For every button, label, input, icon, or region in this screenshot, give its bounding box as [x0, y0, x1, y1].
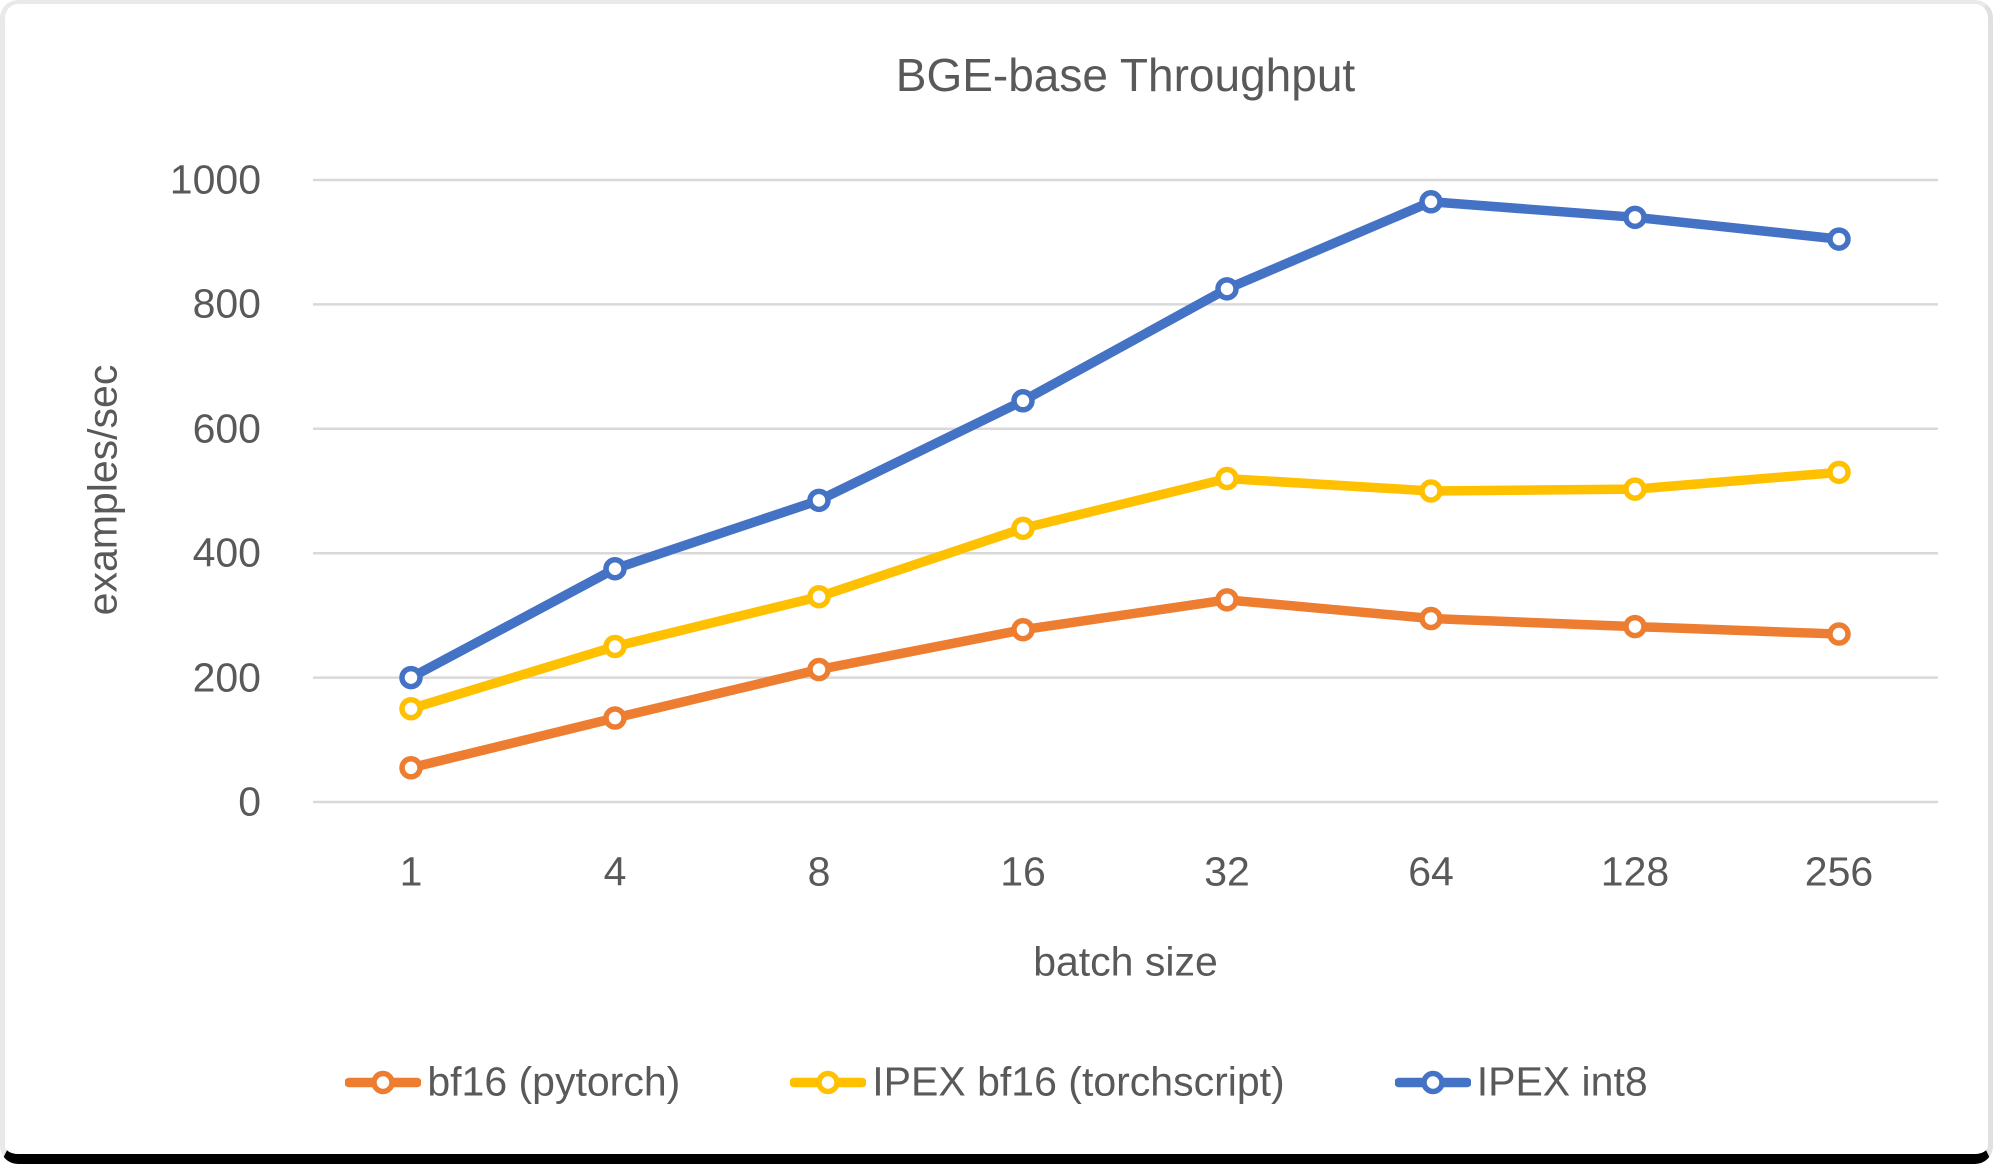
data-point-ipex-int8-1 — [399, 665, 423, 690]
chart-title: BGE-base Throughput — [895, 49, 1356, 101]
legend: bf16 (pytorch) IPEX bf16 (torchscript) IPE… — [5, 1059, 1988, 1106]
x-tick-label-32: 32 — [1204, 848, 1250, 895]
data-point-ipex-int8-4 — [603, 557, 627, 581]
x-tick-label-128: 128 — [1600, 848, 1670, 895]
data-point-bf16-pytorch-1 — [399, 756, 423, 780]
data-point-ipex-int8-128 — [1623, 205, 1647, 230]
data-point-ipex-bf16-torchscript-32 — [1215, 466, 1239, 491]
data-point-ipex-int8-256 — [1827, 227, 1851, 251]
x-tick-label-64: 64 — [1408, 848, 1454, 895]
legend-marker-ipex-bf16-torchscript-icon — [790, 1070, 867, 1094]
data-point-ipex-bf16-torchscript-4 — [603, 634, 627, 659]
data-point-ipex-bf16-torchscript-8 — [807, 584, 831, 609]
legend-item-ipex-bf16-torchscript: IPEX bf16 (torchscript) — [790, 1058, 1285, 1106]
legend-marker-ipex-int8-icon — [1394, 1070, 1471, 1094]
x-tick-label-256: 256 — [1804, 848, 1874, 895]
chart-plot — [313, 178, 1938, 804]
legend-item-bf16-pytorch: bf16 (pytorch) — [345, 1059, 680, 1106]
data-point-ipex-int8-16 — [1011, 389, 1035, 413]
data-point-bf16-pytorch-128 — [1623, 614, 1647, 639]
y-tick-label-200: 200 — [192, 654, 261, 701]
data-point-ipex-int8-32 — [1215, 277, 1239, 301]
x-tick-label-8: 8 — [807, 848, 831, 895]
y-tick-label-0: 0 — [238, 778, 261, 825]
data-point-bf16-pytorch-8 — [807, 657, 831, 682]
data-point-ipex-bf16-torchscript-128 — [1623, 477, 1647, 501]
legend-marker-bf16-pytorch-icon — [345, 1070, 422, 1094]
y-tick-label-800: 800 — [192, 280, 261, 327]
data-point-bf16-pytorch-4 — [603, 706, 627, 730]
data-point-bf16-pytorch-256 — [1827, 622, 1851, 646]
data-point-bf16-pytorch-16 — [1011, 617, 1035, 642]
legend-label: IPEX int8 — [1476, 1058, 1648, 1105]
data-point-ipex-int8-64 — [1419, 190, 1443, 214]
data-point-ipex-bf16-torchscript-64 — [1419, 479, 1443, 503]
legend-label: bf16 (pytorch) — [427, 1058, 681, 1105]
data-point-bf16-pytorch-64 — [1419, 606, 1443, 631]
data-point-bf16-pytorch-32 — [1215, 588, 1239, 612]
data-point-ipex-bf16-torchscript-1 — [399, 696, 423, 721]
series-line-ipex-int8 — [406, 197, 1844, 683]
legend-item-ipex-int8: IPEX int8 — [1394, 1058, 1648, 1106]
series-line-bf16-pytorch — [406, 595, 1844, 773]
x-tick-label-1: 1 — [399, 848, 423, 895]
x-axis-title: batch size — [1033, 938, 1218, 985]
legend-label: IPEX bf16 (torchscript) — [872, 1058, 1285, 1105]
y-tick-label-600: 600 — [192, 405, 261, 452]
x-tick-label-4: 4 — [603, 848, 627, 895]
data-point-ipex-int8-8 — [807, 488, 831, 513]
y-axis-title: examples/sec — [79, 364, 126, 616]
x-tick-label-16: 16 — [1000, 848, 1046, 895]
data-point-ipex-bf16-torchscript-16 — [1011, 516, 1035, 541]
y-tick-label-400: 400 — [192, 529, 261, 576]
data-point-ipex-bf16-torchscript-256 — [1827, 460, 1851, 485]
y-tick-label-1000: 1000 — [169, 156, 261, 203]
series-line-ipex-bf16-torchscript — [406, 467, 1844, 714]
